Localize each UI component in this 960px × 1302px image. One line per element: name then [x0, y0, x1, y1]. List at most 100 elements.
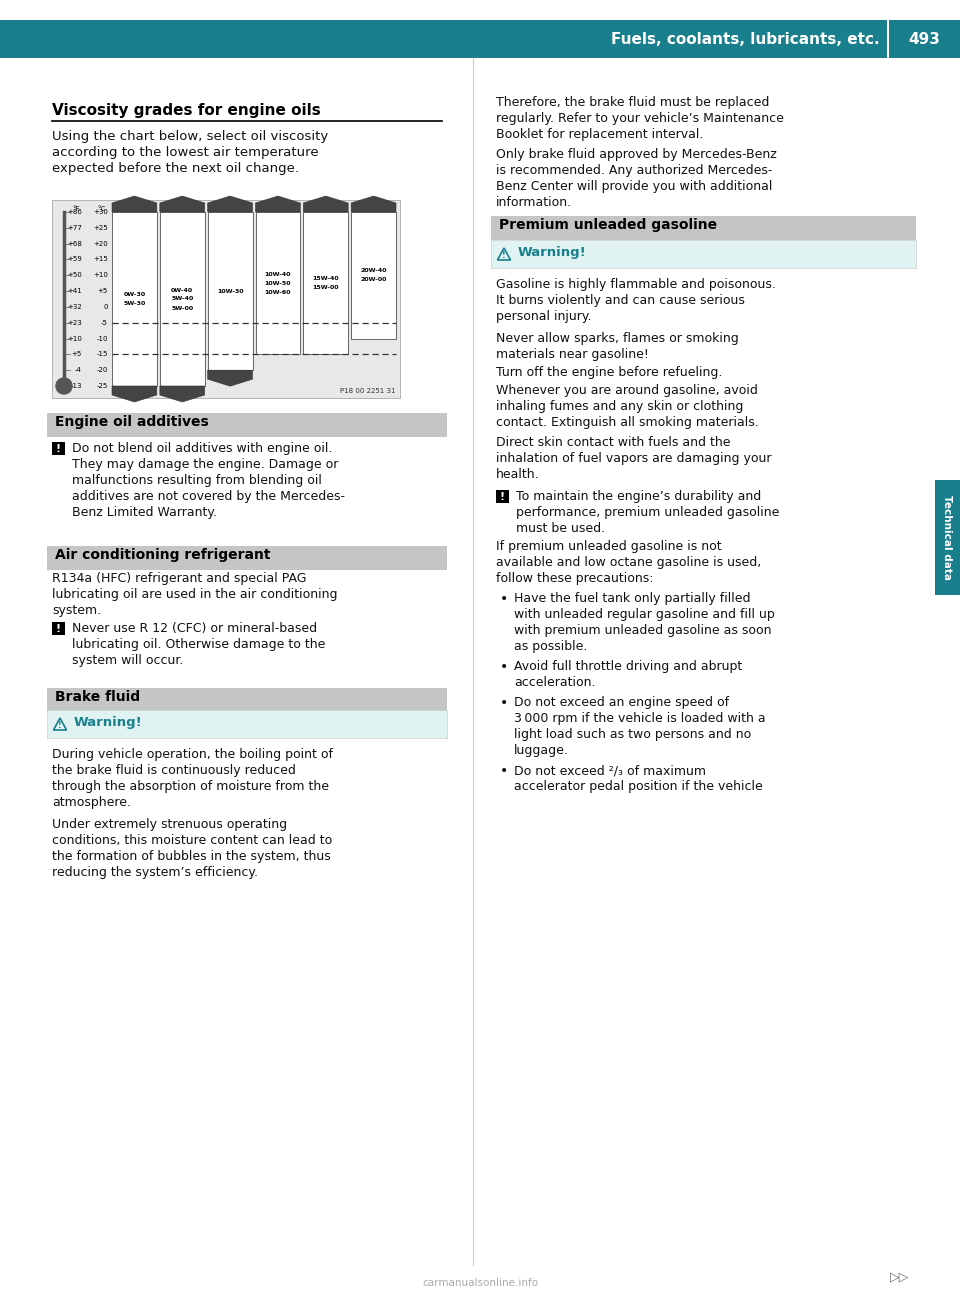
Text: +68: +68 — [67, 241, 82, 246]
Text: 20W-40: 20W-40 — [360, 268, 387, 273]
Bar — [112, 212, 156, 385]
Polygon shape — [112, 385, 156, 402]
Text: must be used.: must be used. — [516, 522, 605, 535]
Text: -25: -25 — [97, 383, 108, 389]
Text: system will occur.: system will occur. — [72, 654, 183, 667]
Text: +32: +32 — [67, 303, 82, 310]
Text: follow these precautions:: follow these precautions: — [496, 572, 654, 585]
Polygon shape — [207, 370, 252, 387]
Text: Benz Center will provide you with additional: Benz Center will provide you with additi… — [496, 180, 773, 193]
Text: -5: -5 — [101, 320, 108, 326]
Text: 20W-00: 20W-00 — [360, 277, 387, 283]
Text: Do not exceed an engine speed of: Do not exceed an engine speed of — [514, 697, 730, 710]
Text: 10W-50: 10W-50 — [265, 281, 291, 285]
Polygon shape — [112, 197, 156, 212]
Bar — [935, 480, 960, 595]
Text: Never use R 12 (CFC) or mineral-based: Never use R 12 (CFC) or mineral-based — [72, 622, 317, 635]
Text: reducing the system’s efficiency.: reducing the system’s efficiency. — [52, 866, 258, 879]
Text: available and low octane gasoline is used,: available and low octane gasoline is use… — [496, 556, 761, 569]
Text: Avoid full throttle driving and abrupt: Avoid full throttle driving and abrupt — [514, 660, 742, 673]
Text: !: ! — [502, 251, 506, 260]
Bar — [351, 212, 396, 339]
Text: Do not blend oil additives with engine oil.: Do not blend oil additives with engine o… — [72, 441, 332, 454]
Bar — [47, 710, 447, 738]
Text: +20: +20 — [93, 241, 108, 246]
Text: with unleaded regular gasoline and fill up: with unleaded regular gasoline and fill … — [514, 608, 775, 621]
Text: Have the fuel tank only partially filled: Have the fuel tank only partially filled — [514, 592, 751, 605]
Text: !: ! — [500, 491, 505, 501]
Text: 5W-30: 5W-30 — [123, 301, 146, 306]
Text: with premium unleaded gasoline as soon: with premium unleaded gasoline as soon — [514, 624, 772, 637]
Text: Warning!: Warning! — [518, 246, 587, 259]
Text: acceleration.: acceleration. — [514, 676, 595, 689]
Circle shape — [56, 378, 72, 395]
Text: !: ! — [56, 624, 61, 634]
Bar — [159, 212, 204, 385]
Polygon shape — [351, 197, 396, 212]
Text: 0: 0 — [104, 303, 108, 310]
Text: lubricating oil. Otherwise damage to the: lubricating oil. Otherwise damage to the — [72, 638, 325, 651]
Text: -20: -20 — [97, 367, 108, 374]
Bar — [491, 216, 916, 240]
Bar — [0, 20, 960, 59]
Text: system.: system. — [52, 604, 101, 617]
Text: It burns violently and can cause serious: It burns violently and can cause serious — [496, 294, 745, 307]
Text: During vehicle operation, the boiling point of: During vehicle operation, the boiling po… — [52, 749, 333, 760]
Text: +50: +50 — [67, 272, 82, 279]
Text: Therefore, the brake fluid must be replaced: Therefore, the brake fluid must be repla… — [496, 96, 769, 109]
Text: luggage.: luggage. — [514, 743, 569, 756]
Text: 10W-40: 10W-40 — [265, 272, 291, 277]
Text: the brake fluid is continuously reduced: the brake fluid is continuously reduced — [52, 764, 296, 777]
Text: +15: +15 — [93, 256, 108, 263]
Text: Fuels, coolants, lubricants, etc.: Fuels, coolants, lubricants, etc. — [612, 31, 880, 47]
Text: carmanualsonline.info: carmanualsonline.info — [422, 1279, 538, 1288]
Text: +5: +5 — [72, 352, 82, 357]
Text: They may damage the engine. Damage or: They may damage the engine. Damage or — [72, 458, 338, 471]
Bar — [491, 240, 916, 268]
Text: additives are not covered by the Mercedes-: additives are not covered by the Mercede… — [72, 490, 345, 503]
Text: information.: information. — [496, 197, 572, 210]
Text: Under extremely strenuous operating: Under extremely strenuous operating — [52, 818, 287, 831]
Text: °F: °F — [72, 206, 80, 212]
Bar — [47, 687, 447, 712]
Bar — [47, 546, 447, 570]
Text: +77: +77 — [67, 225, 82, 230]
Text: °C: °C — [98, 206, 107, 212]
Text: accelerator pedal position if the vehicle: accelerator pedal position if the vehicl… — [514, 780, 763, 793]
Text: 3 000 rpm if the vehicle is loaded with a: 3 000 rpm if the vehicle is loaded with … — [514, 712, 766, 725]
Text: 15W-40: 15W-40 — [312, 276, 339, 281]
Text: as possible.: as possible. — [514, 641, 588, 654]
Text: +10: +10 — [93, 272, 108, 279]
Text: atmosphere.: atmosphere. — [52, 796, 131, 809]
Text: •: • — [500, 660, 508, 674]
Text: +25: +25 — [93, 225, 108, 230]
Text: ▷▷: ▷▷ — [890, 1269, 910, 1282]
Text: 10W-30: 10W-30 — [217, 289, 243, 293]
Text: conditions, this moisture content can lead to: conditions, this moisture content can le… — [52, 835, 332, 848]
Text: !: ! — [56, 444, 61, 453]
Bar — [52, 441, 65, 454]
Text: •: • — [500, 697, 508, 710]
Polygon shape — [207, 197, 252, 212]
Text: Engine oil additives: Engine oil additives — [55, 415, 208, 428]
Text: the formation of bubbles in the system, thus: the formation of bubbles in the system, … — [52, 850, 331, 863]
Text: contact. Extinguish all smoking materials.: contact. Extinguish all smoking material… — [496, 417, 758, 428]
Text: Direct skin contact with fuels and the: Direct skin contact with fuels and the — [496, 436, 731, 449]
Text: inhaling fumes and any skin or clothing: inhaling fumes and any skin or clothing — [496, 400, 743, 413]
Bar — [303, 212, 348, 354]
Text: through the absorption of moisture from the: through the absorption of moisture from … — [52, 780, 329, 793]
Text: Whenever you are around gasoline, avoid: Whenever you are around gasoline, avoid — [496, 384, 757, 397]
Text: 5W-00: 5W-00 — [171, 306, 193, 310]
Bar — [47, 413, 447, 437]
Text: performance, premium unleaded gasoline: performance, premium unleaded gasoline — [516, 506, 780, 519]
Text: P18 00 2251 31: P18 00 2251 31 — [341, 388, 396, 395]
Bar — [52, 622, 65, 635]
Text: R134a (HFC) refrigerant and special PAG: R134a (HFC) refrigerant and special PAG — [52, 572, 306, 585]
Text: 0W-30: 0W-30 — [123, 292, 146, 297]
Text: inhalation of fuel vapors are damaging your: inhalation of fuel vapors are damaging y… — [496, 452, 772, 465]
Bar — [255, 212, 300, 354]
Text: +5: +5 — [98, 288, 108, 294]
Text: -15: -15 — [97, 352, 108, 357]
Text: regularly. Refer to your vehicle’s Maintenance: regularly. Refer to your vehicle’s Maint… — [496, 112, 784, 125]
Text: -13: -13 — [70, 383, 82, 389]
